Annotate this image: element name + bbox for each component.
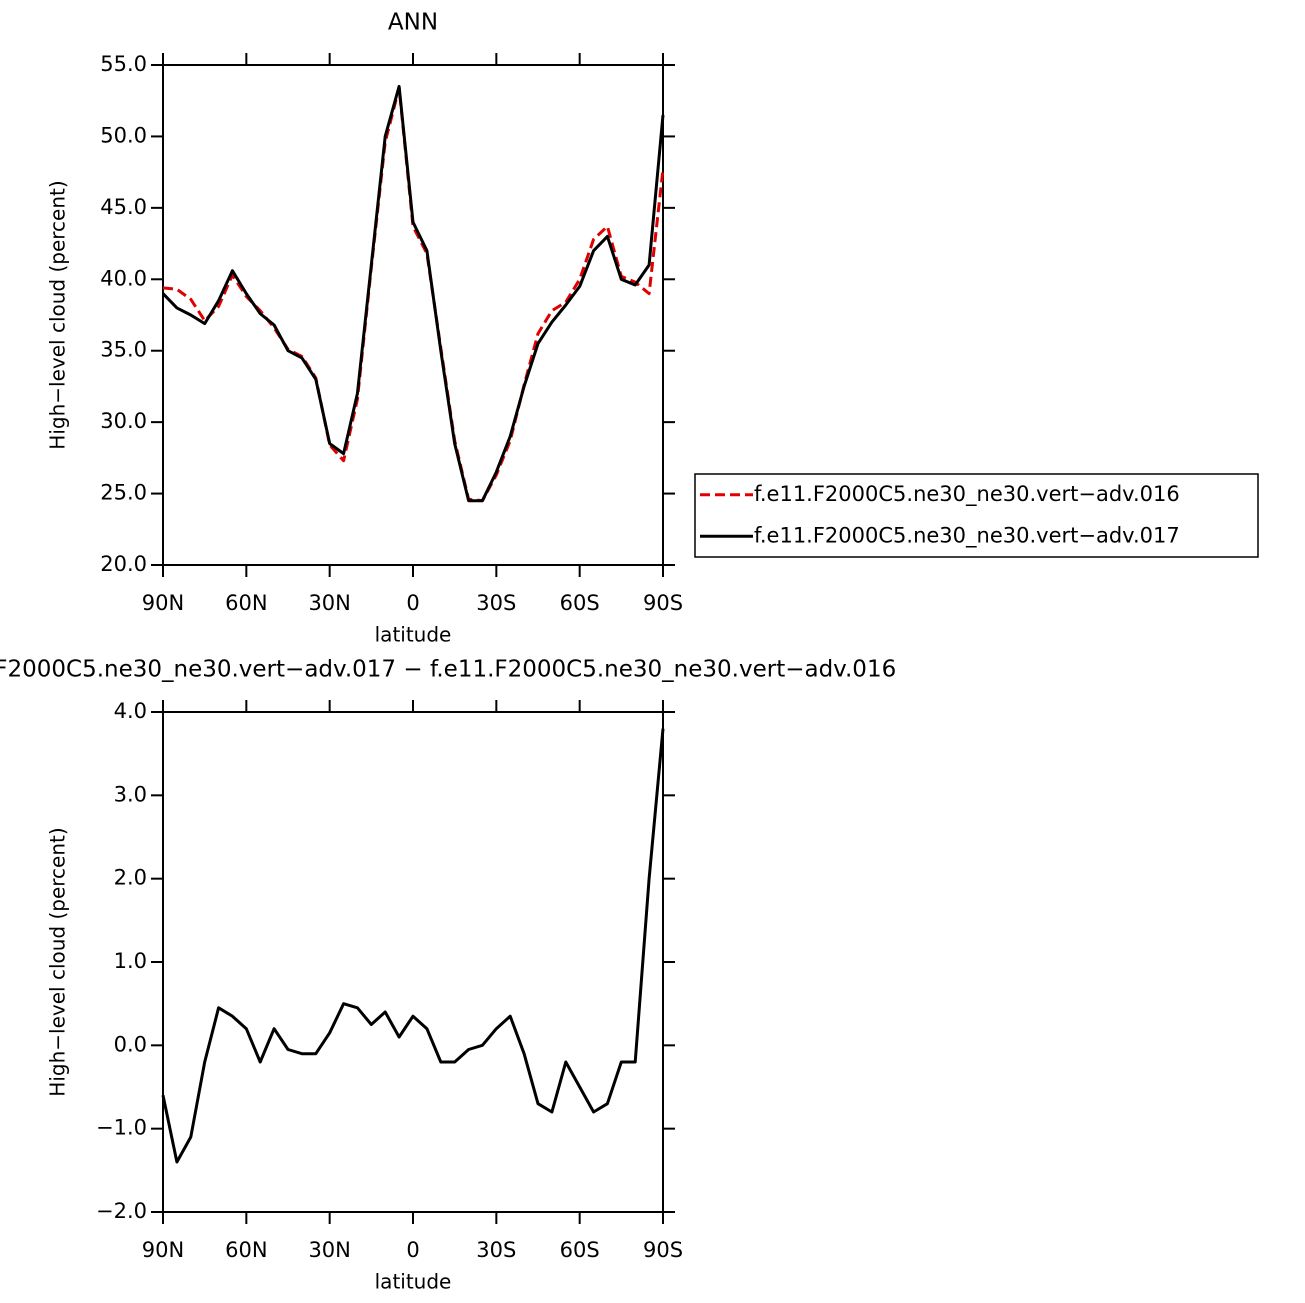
- x-tick-label: 60S: [560, 1238, 600, 1262]
- x-tick-label: 60S: [560, 591, 600, 615]
- plot-frame: [162, 711, 664, 1213]
- y-tick-label: −2.0: [96, 1199, 147, 1223]
- x-tick-label: 30S: [476, 1238, 516, 1262]
- y-tick-label: 4.0: [114, 699, 147, 723]
- y-tick-label: 20.0: [100, 552, 147, 576]
- legend-box: [694, 473, 1259, 558]
- legend-label: f.e11.F2000C5.ne30_ne30.vert−adv.016: [754, 482, 1180, 507]
- y-axis-label: High−level cloud (percent): [46, 180, 70, 449]
- x-tick-label: 0: [406, 1238, 419, 1262]
- x-tick-label: 90S: [643, 1238, 683, 1262]
- y-tick-label: 25.0: [100, 481, 147, 505]
- x-tick-label: 30N: [308, 1238, 350, 1262]
- x-tick-label: 90N: [142, 1238, 184, 1262]
- x-tick-label: 0: [406, 591, 419, 615]
- data-line: [161, 728, 665, 1164]
- chart-title: f.e11.F2000C5.ne30_ne30.vert−adv.017 − f…: [0, 657, 896, 683]
- x-tick-label: 60N: [225, 591, 267, 615]
- y-axis-label: High−level cloud (percent): [46, 827, 70, 1096]
- plot-frame: [162, 64, 664, 566]
- x-tick-label: 30S: [476, 591, 516, 615]
- y-tick-label: 1.0: [114, 949, 147, 973]
- y-tick-label: 45.0: [100, 195, 147, 219]
- y-tick-label: 55.0: [100, 52, 147, 76]
- legend-label: f.e11.F2000C5.ne30_ne30.vert−adv.017: [754, 523, 1180, 548]
- y-tick-label: 0.0: [114, 1032, 147, 1056]
- x-axis-label: latitude: [375, 1270, 452, 1294]
- y-tick-label: 50.0: [100, 123, 147, 147]
- y-tick-label: 2.0: [114, 866, 147, 890]
- data-line: [161, 84, 665, 503]
- x-tick-label: 90S: [643, 591, 683, 615]
- x-tick-label: 90N: [142, 591, 184, 615]
- y-tick-label: 40.0: [100, 266, 147, 290]
- y-tick-label: 30.0: [100, 409, 147, 433]
- x-tick-label: 60N: [225, 1238, 267, 1262]
- y-tick-label: 35.0: [100, 338, 147, 362]
- x-tick-label: 30N: [308, 591, 350, 615]
- x-axis-label: latitude: [375, 623, 452, 647]
- data-line: [162, 86, 665, 503]
- chart-title: ANN: [388, 10, 438, 36]
- y-tick-label: 3.0: [114, 782, 147, 806]
- y-tick-label: −1.0: [96, 1116, 147, 1140]
